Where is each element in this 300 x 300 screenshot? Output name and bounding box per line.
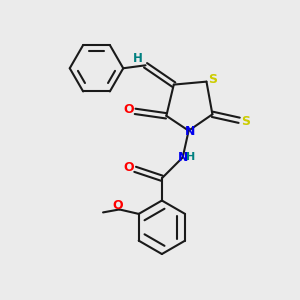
Text: S: S [208, 73, 217, 86]
Text: N: N [185, 125, 195, 138]
Text: O: O [112, 200, 123, 212]
Text: O: O [123, 161, 134, 174]
Text: H: H [133, 52, 143, 65]
Text: O: O [123, 103, 134, 116]
Text: S: S [241, 115, 250, 128]
Text: H: H [186, 152, 196, 162]
Text: N: N [178, 151, 188, 164]
